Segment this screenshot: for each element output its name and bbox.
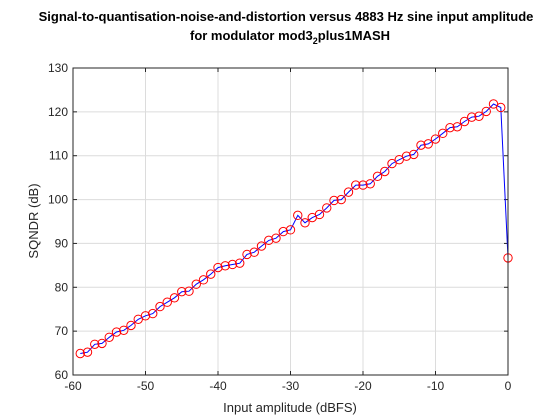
grid-lines (72, 67, 509, 376)
data-point-marker (104, 332, 114, 342)
data-point-marker (278, 226, 288, 237)
data-point-marker (148, 308, 158, 319)
data-point-marker (264, 235, 274, 246)
data-point-marker (438, 128, 448, 139)
data-point-marker (474, 111, 484, 121)
plot-area-frame (72, 67, 509, 376)
data-point-marker (198, 275, 209, 285)
x-tick-label: -10 (427, 379, 445, 393)
data-point-marker (97, 338, 107, 349)
data-point-marker (387, 158, 397, 169)
data-point-marker (293, 210, 303, 221)
data-point-marker (416, 140, 426, 150)
data-point-marker (452, 122, 462, 132)
data-point-marker (467, 112, 477, 122)
data-point-marker (409, 149, 419, 160)
data-point-marker (401, 151, 412, 161)
data-point-marker (206, 269, 216, 279)
data-point-marker (336, 194, 346, 205)
data-point-marker (140, 311, 151, 321)
chart-subtitle-prefix: for modulator mod3 (190, 28, 313, 43)
y-tick-label: 70 (55, 324, 69, 338)
data-point-marker (227, 259, 238, 270)
y-axis-label: SQNDR (dB) (26, 183, 41, 258)
data-point-marker (90, 339, 100, 349)
data-point-marker (365, 179, 375, 189)
data-point-marker (111, 327, 122, 337)
data-point-marker (184, 286, 194, 296)
y-tick-label: 80 (55, 280, 69, 294)
series-line (80, 103, 509, 354)
axis-ticks: -60 -50 -40 -30 -20 -10 0 60 70 80 90 100 110 120 130 (48, 61, 512, 393)
data-point-marker (481, 106, 491, 117)
data-point-marker (177, 286, 187, 297)
data-point-marker (242, 249, 252, 260)
data-point-marker (271, 233, 281, 243)
data-point-marker (459, 116, 470, 127)
data-point-marker (423, 139, 433, 149)
data-point-marker (162, 297, 172, 307)
data-point-marker (220, 261, 230, 271)
data-point-marker (496, 102, 506, 113)
y-tick-label: 100 (48, 193, 68, 207)
data-point-marker (191, 279, 201, 289)
data-point-marker (82, 347, 93, 357)
data-point-marker (351, 180, 361, 190)
data-point-marker (358, 180, 368, 190)
x-tick-label: 0 (505, 379, 512, 393)
chart-title: Signal-to-quantisation-noise-and-distort… (39, 9, 534, 24)
data-point-marker (249, 247, 259, 257)
data-point-marker (380, 166, 390, 177)
data-point-marker (235, 258, 245, 268)
chart-subtitle-suffix: plus1MASH (318, 28, 390, 43)
data-point-marker (430, 134, 441, 144)
series-sqndr (75, 99, 513, 359)
data-point-marker (213, 262, 223, 273)
y-tick-label: 120 (48, 105, 68, 119)
data-point-marker (343, 187, 354, 197)
data-point-marker (445, 122, 455, 133)
data-point-marker (314, 209, 325, 220)
y-tick-label: 60 (55, 368, 69, 382)
x-tick-label: -60 (64, 379, 82, 393)
y-tick-label: 90 (55, 236, 69, 250)
data-point-marker (285, 225, 296, 235)
x-tick-label: -30 (282, 379, 300, 393)
data-point-marker (329, 195, 339, 206)
data-point-marker (372, 171, 383, 182)
data-point-marker (300, 218, 310, 228)
x-axis-label: Input amplitude (dBFS) (223, 400, 357, 415)
data-point-marker (126, 320, 136, 331)
x-tick-label: -40 (209, 379, 227, 393)
x-tick-label: -20 (354, 379, 372, 393)
x-tick-label: -50 (137, 379, 155, 393)
data-point-marker (169, 293, 180, 303)
data-point-marker (119, 325, 129, 335)
y-tick-label: 110 (49, 149, 68, 163)
data-point-marker (155, 301, 165, 312)
data-point-marker (256, 241, 267, 251)
y-tick-label: 130 (48, 61, 68, 75)
chart-subtitle: for modulator mod32plus1MASH (190, 28, 390, 46)
chart-subtitle-subscript: 2 (313, 36, 318, 46)
data-point-marker (75, 348, 85, 359)
data-point-marker (322, 203, 332, 213)
